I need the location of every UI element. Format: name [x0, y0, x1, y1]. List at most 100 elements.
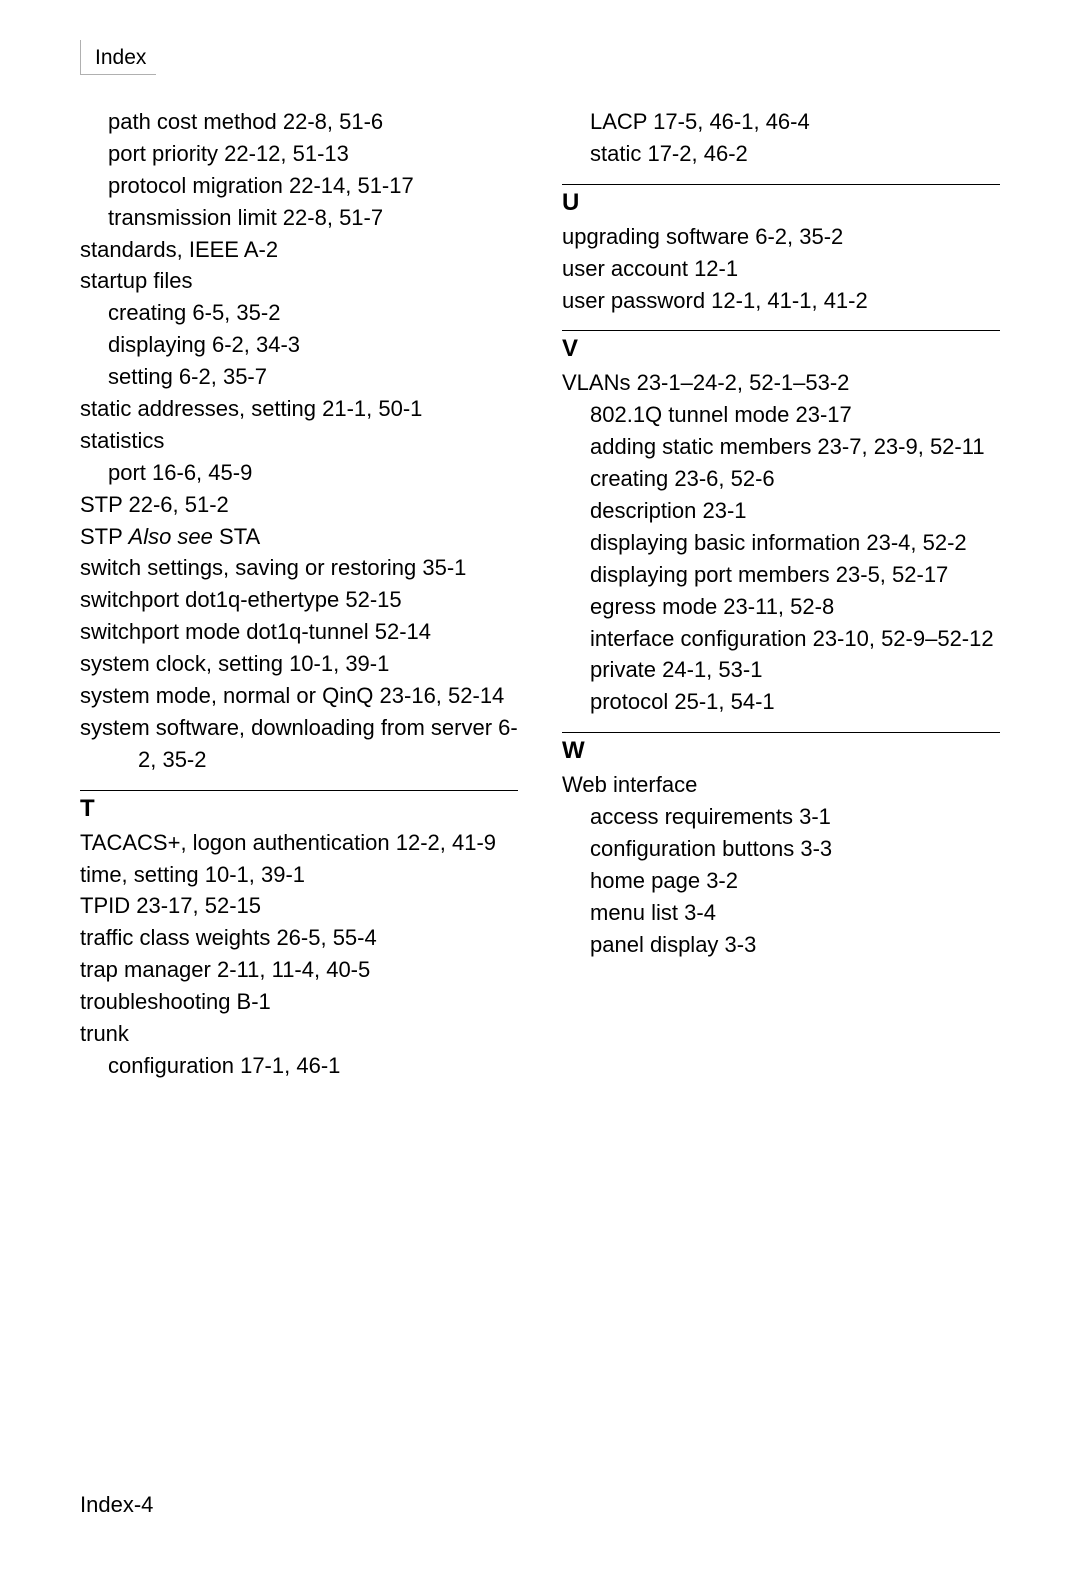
index-entry-text: transmission limit 22-8, 51-7	[108, 202, 518, 234]
index-entry: access requirements 3-1	[590, 801, 1000, 833]
index-entry-text: configuration buttons 3-3	[590, 833, 1000, 865]
section-divider	[562, 184, 1000, 185]
index-entry: time, setting 10-1, 39-1	[80, 859, 518, 891]
index-entry: system clock, setting 10-1, 39-1	[80, 648, 518, 680]
index-entry: displaying port members 23-5, 52-17	[590, 559, 1000, 591]
index-entry-text: configuration 17-1, 46-1	[108, 1050, 518, 1082]
index-entry: user password 12-1, 41-1, 41-2	[562, 285, 1000, 317]
index-entry-text: static addresses, setting 21-1, 50-1	[80, 393, 518, 425]
index-entry: creating 6-5, 35-2	[108, 297, 518, 329]
header-title: Index	[95, 46, 146, 69]
index-entry: switchport dot1q-ethertype 52-15	[80, 584, 518, 616]
index-entry-text: adding static members 23-7, 23-9, 52-11	[590, 431, 1000, 463]
index-entry: user account 12-1	[562, 253, 1000, 285]
index-entry: TACACS+, logon authentication 12-2, 41-9	[80, 827, 518, 859]
index-entry-text: standards, IEEE A-2	[80, 234, 518, 266]
index-entry-text: system software, downloading from server…	[80, 712, 518, 776]
index-entry: traffic class weights 26-5, 55-4	[80, 922, 518, 954]
index-entry-text: traffic class weights 26-5, 55-4	[80, 922, 518, 954]
index-entry-text: TPID 23-17, 52-15	[80, 890, 518, 922]
index-entry: transmission limit 22-8, 51-7	[108, 202, 518, 234]
index-entry-text: setting 6-2, 35-7	[108, 361, 518, 393]
index-entry: VLANs 23-1–24-2, 52-1–53-2	[562, 367, 1000, 399]
index-entry-text: switch settings, saving or restoring 35-…	[80, 552, 518, 584]
index-entry-text: trunk	[80, 1018, 518, 1050]
index-entry: setting 6-2, 35-7	[108, 361, 518, 393]
index-entry: switchport mode dot1q-tunnel 52-14	[80, 616, 518, 648]
index-entry-text: creating 6-5, 35-2	[108, 297, 518, 329]
page-header: Index	[80, 40, 1000, 78]
page-number: Index-4	[80, 1492, 153, 1517]
section-letter: V	[562, 335, 1000, 363]
index-entry-text: Web interface	[562, 769, 1000, 801]
right-column: LACP 17-5, 46-1, 46-4static 17-2, 46-2 Uu…	[562, 106, 1000, 1082]
section-letter: W	[562, 737, 1000, 765]
header-tab: Index	[80, 40, 156, 75]
index-entry: trunk	[80, 1018, 518, 1050]
index-entry-text: VLANs 23-1–24-2, 52-1–53-2	[562, 367, 1000, 399]
index-entry-text: troubleshooting B-1	[80, 986, 518, 1018]
index-entry: private 24-1, 53-1	[590, 654, 1000, 686]
index-entry-text: system mode, normal or QinQ 23-16, 52-14	[80, 680, 518, 712]
index-entry: displaying 6-2, 34-3	[108, 329, 518, 361]
index-entry: 802.1Q tunnel mode 23-17	[590, 399, 1000, 431]
index-entry-text: interface configuration 23-10, 52-9–52-1…	[590, 623, 1000, 655]
index-entry: upgrading software 6-2, 35-2	[562, 221, 1000, 253]
index-entry: displaying basic information 23-4, 52-2	[590, 527, 1000, 559]
index-entry-text: path cost method 22-8, 51-6	[108, 106, 518, 138]
index-entry-text: time, setting 10-1, 39-1	[80, 859, 518, 891]
index-entry-text: displaying 6-2, 34-3	[108, 329, 518, 361]
index-entry: trap manager 2-11, 11-4, 40-5	[80, 954, 518, 986]
index-entry-text: creating 23-6, 52-6	[590, 463, 1000, 495]
index-entry: statistics	[80, 425, 518, 457]
index-entry-text: private 24-1, 53-1	[590, 654, 1000, 686]
page-footer: Index-4	[80, 1492, 153, 1518]
index-entry: configuration 17-1, 46-1	[108, 1050, 518, 1082]
index-entry-text: description 23-1	[590, 495, 1000, 527]
index-entry-text: panel display 3-3	[590, 929, 1000, 961]
index-entry: interface configuration 23-10, 52-9–52-1…	[590, 623, 1000, 655]
index-entry: port 16-6, 45-9	[108, 457, 518, 489]
index-entry-text: displaying basic information 23-4, 52-2	[590, 527, 1000, 559]
index-entry-text: menu list 3-4	[590, 897, 1000, 929]
index-entry: port priority 22-12, 51-13	[108, 138, 518, 170]
index-entry: LACP 17-5, 46-1, 46-4	[590, 106, 1000, 138]
index-entry: system mode, normal or QinQ 23-16, 52-14	[80, 680, 518, 712]
index-entry-text: displaying port members 23-5, 52-17	[590, 559, 1000, 591]
index-entry-text: 802.1Q tunnel mode 23-17	[590, 399, 1000, 431]
index-entry-text: TACACS+, logon authentication 12-2, 41-9	[80, 827, 518, 859]
index-entry: system software, downloading from server…	[80, 712, 518, 776]
index-entry-text: static 17-2, 46-2	[590, 138, 1000, 170]
index-entry-text: user password 12-1, 41-1, 41-2	[562, 285, 1000, 317]
index-entry: startup files	[80, 265, 518, 297]
index-entry: home page 3-2	[590, 865, 1000, 897]
index-entry-text: upgrading software 6-2, 35-2	[562, 221, 1000, 253]
section-divider	[562, 732, 1000, 733]
index-entry-text: trap manager 2-11, 11-4, 40-5	[80, 954, 518, 986]
index-entry-text: STP Also see STA	[80, 521, 518, 553]
index-entry: menu list 3-4	[590, 897, 1000, 929]
section-letter: U	[562, 189, 1000, 217]
index-entry-text: protocol 25-1, 54-1	[590, 686, 1000, 718]
index-entry: STP 22-6, 51-2	[80, 489, 518, 521]
index-entry: STP Also see STA	[80, 521, 518, 553]
left-column: path cost method 22-8, 51-6port priority…	[80, 106, 518, 1082]
section-divider	[80, 790, 518, 791]
index-entry-text: switchport dot1q-ethertype 52-15	[80, 584, 518, 616]
index-entry-text: access requirements 3-1	[590, 801, 1000, 833]
index-entry: configuration buttons 3-3	[590, 833, 1000, 865]
index-entry: standards, IEEE A-2	[80, 234, 518, 266]
index-entry: switch settings, saving or restoring 35-…	[80, 552, 518, 584]
index-entry: static 17-2, 46-2	[590, 138, 1000, 170]
index-entry: path cost method 22-8, 51-6	[108, 106, 518, 138]
index-entry: static addresses, setting 21-1, 50-1	[80, 393, 518, 425]
index-entry-text: statistics	[80, 425, 518, 457]
index-entry-text: home page 3-2	[590, 865, 1000, 897]
index-entry-text: LACP 17-5, 46-1, 46-4	[590, 106, 1000, 138]
index-entry: protocol migration 22-14, 51-17	[108, 170, 518, 202]
index-entry-text: system clock, setting 10-1, 39-1	[80, 648, 518, 680]
index-entry-text: port priority 22-12, 51-13	[108, 138, 518, 170]
index-entry: creating 23-6, 52-6	[590, 463, 1000, 495]
index-entry-text: switchport mode dot1q-tunnel 52-14	[80, 616, 518, 648]
index-entry-text: egress mode 23-11, 52-8	[590, 591, 1000, 623]
